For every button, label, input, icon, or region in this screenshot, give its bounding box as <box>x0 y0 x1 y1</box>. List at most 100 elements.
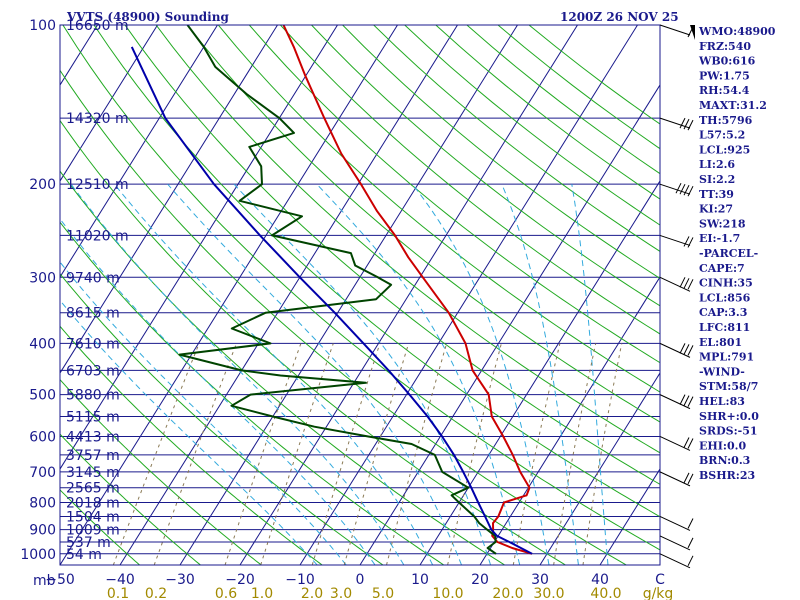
height-label: 537 m <box>66 535 111 551</box>
isotherm-line <box>60 25 278 374</box>
chart-title: VVTS (48900) Sounding <box>66 10 229 24</box>
height-label: 2565 m <box>66 481 120 497</box>
moist-adiabat-line <box>316 183 521 565</box>
dry-adiabat-line <box>280 25 660 335</box>
wind-barb <box>659 516 694 531</box>
dry-adiabat-line <box>60 273 384 565</box>
height-label: 1504 m <box>66 509 120 525</box>
temperature-tick-label: −40 <box>105 572 135 588</box>
index-value: MPL:791 <box>699 351 754 364</box>
moist-adiabat-line <box>412 183 550 565</box>
mixing-ratio-label: 3.0 <box>330 586 352 600</box>
temperature-tick-label: 30 <box>531 572 549 588</box>
temperature-tick-label: −30 <box>165 572 195 588</box>
index-value: SRDS:-51 <box>699 425 758 438</box>
height-label: 5115 m <box>66 410 120 426</box>
mixing-ratio-line <box>582 343 623 565</box>
moist-adiabat-line <box>60 261 347 565</box>
moist-adiabat-line <box>60 299 318 565</box>
isotherm-line <box>419 180 660 565</box>
height-label: 9740 m <box>66 270 120 286</box>
height-label: 54 m <box>66 547 102 563</box>
temperature-tick-label: 40 <box>591 572 609 588</box>
wind-barb <box>659 117 694 131</box>
mixing-ratio-label: 10.0 <box>432 586 463 600</box>
index-value: TH:5796 <box>699 114 753 127</box>
pressure-tick-label: 300 <box>29 270 56 286</box>
height-label: 6703 m <box>66 363 120 379</box>
height-label: 2018 m <box>66 496 120 512</box>
dry-adiabat-line <box>155 25 660 454</box>
index-value: LFC:811 <box>699 321 750 334</box>
dry-adiabat-line <box>311 25 660 307</box>
dry-adiabat-line <box>124 25 660 485</box>
dry-adiabat-line <box>60 433 201 565</box>
isotherm-line <box>60 25 338 470</box>
dry-adiabat-line <box>60 325 323 565</box>
wind-barb <box>659 182 694 197</box>
background-lines <box>0 25 660 565</box>
sounding-profiles <box>130 25 533 555</box>
wind-barb <box>659 234 694 248</box>
dry-adiabat-line <box>60 69 627 565</box>
mixing-ratio-label: 0.2 <box>145 586 167 600</box>
index-value: LCL:925 <box>699 143 750 156</box>
dry-adiabat-line <box>248 25 660 364</box>
isotherm-line <box>359 84 660 565</box>
height-label: 3757 m <box>66 448 120 464</box>
wind-barb <box>659 24 694 38</box>
index-value: BSHR:23 <box>699 469 755 482</box>
moist-adiabat-line <box>501 184 579 565</box>
isotherm-line <box>599 468 660 565</box>
isotherm-line <box>179 25 518 565</box>
index-value: BRN:0.3 <box>699 454 750 467</box>
isotherm-line <box>0 25 38 565</box>
dry-adiabat-line <box>62 25 660 551</box>
index-value: CAP:3.3 <box>699 306 747 319</box>
index-value: STM:58/7 <box>699 380 758 393</box>
mixing-ratio-line <box>224 343 302 565</box>
moist-adiabat-line <box>571 184 609 565</box>
dry-adiabat-line <box>60 170 505 565</box>
dry-adiabat-line <box>93 25 660 518</box>
pressure-tick-label: 600 <box>29 429 56 445</box>
index-value: -WIND- <box>699 365 745 378</box>
mixing-ratio-label: g/kg <box>643 586 674 600</box>
height-label: 7610 m <box>66 336 120 352</box>
bottom-axis-labels: −50 −40 −30 −20 −10 0 10 20 30 40 C 0.1 0.2 0.6 1.0 2.0… <box>45 572 673 600</box>
pressure-tick-label: 1000 <box>20 547 56 563</box>
wind-barbs <box>659 24 695 569</box>
dry-adiabat-line <box>60 378 262 565</box>
pressure-tick-label: 200 <box>29 177 56 193</box>
dry-adiabat-line <box>373 25 660 252</box>
moist-adiabat-line <box>233 183 492 565</box>
wind-flag <box>690 25 695 40</box>
mixing-ratio-label: 30.0 <box>533 586 564 600</box>
pressure-tick-label: 500 <box>29 388 56 404</box>
index-value: KI:27 <box>699 203 733 216</box>
index-value: -PARCEL- <box>699 247 758 260</box>
index-value: MAXT:31.2 <box>699 99 767 112</box>
pressure-tick-label: 900 <box>29 523 56 539</box>
wind-barb <box>659 436 694 451</box>
dry-adiabat-line <box>60 489 140 565</box>
index-value: EL:801 <box>699 336 742 349</box>
mixing-ratio-label: 5.0 <box>372 586 394 600</box>
index-value: LI:2.6 <box>699 158 735 171</box>
index-value: RH:54.4 <box>699 84 750 97</box>
dry-adiabat-line <box>60 221 445 565</box>
mixing-ratio-label: 1.0 <box>251 586 273 600</box>
mixing-ratio-line <box>112 343 200 565</box>
plot-frame <box>59 24 661 566</box>
mixing-ratio-label: 0.6 <box>215 586 237 600</box>
mixing-ratio-line <box>153 343 237 565</box>
temperature-tick-label: 20 <box>471 572 489 588</box>
isotherm-line <box>479 276 660 565</box>
wind-barb <box>659 342 694 358</box>
height-label: 12510 m <box>66 177 129 193</box>
dry-adiabat-line <box>217 25 660 393</box>
isotherm-line <box>60 25 158 182</box>
mixing-ratio-label: 20.0 <box>492 586 523 600</box>
wind-barb <box>659 535 694 551</box>
index-value: LCL:856 <box>699 291 751 304</box>
